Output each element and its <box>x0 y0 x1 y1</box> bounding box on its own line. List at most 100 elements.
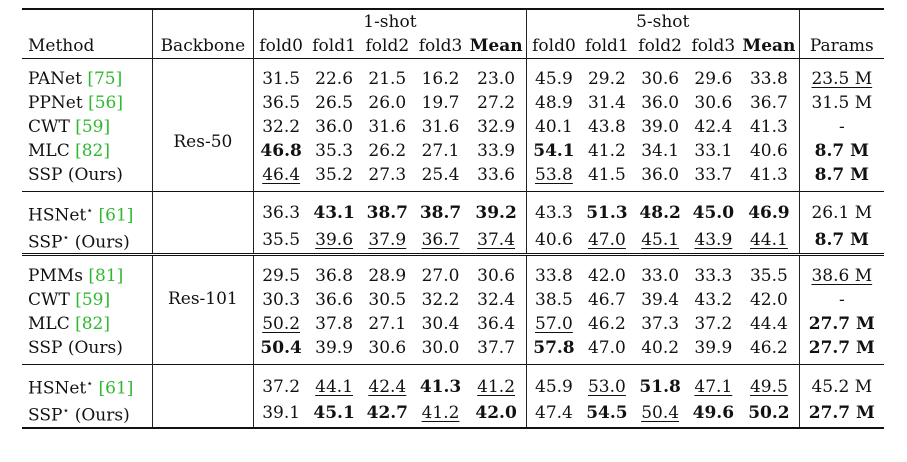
method-cell: HSNet⋆ [61] <box>22 190 153 227</box>
table-row: MLC [82] 50.2 37.8 27.1 30.4 36.4 57.0 46.2 37.3… <box>22 312 884 337</box>
five-shot-fold2-value: 30.6 <box>632 58 688 91</box>
header-five-shot-fold0: fold0 <box>525 34 582 59</box>
header-five-shot-fold2: fold2 <box>638 36 682 56</box>
method-cell: CWT [59] <box>22 115 152 139</box>
citation-link: [59] <box>75 117 111 137</box>
method-star: ⋆ <box>62 403 70 417</box>
one-shot-fold2-value: 26.0 <box>368 93 407 113</box>
five-shot-fold2-value: 39.0 <box>641 117 680 137</box>
five-shot-fold0-value: 38.5 <box>525 288 582 313</box>
one-shot-fold2-value: 31.6 <box>368 117 407 137</box>
five-shot-fold1-value: 51.3 <box>581 190 633 227</box>
one-shot-fold2-value: 28.9 <box>359 253 415 289</box>
five-shot-fold1-value: 47.0 <box>587 338 626 359</box>
one-shot-fold0-value: 32.2 <box>253 115 309 139</box>
five-shot-fold2-value: 50.4 <box>632 399 688 429</box>
five-shot-fold0-value: 45.9 <box>525 58 582 91</box>
one-shot-fold1-value: 22.6 <box>308 58 360 91</box>
five-shot-fold0-value: 48.9 <box>525 91 582 115</box>
five-shot-fold1-value: 54.5 <box>581 399 633 429</box>
five-shot-fold1-value: 41.2 <box>587 141 626 161</box>
one-shot-fold4-value: 33.9 <box>477 141 516 161</box>
five-shot-fold0-value: 43.3 <box>525 190 582 227</box>
one-shot-fold3-value: 41.2 <box>414 399 467 429</box>
method-cell: HSNet⋆ [61] <box>22 364 153 400</box>
five-shot-fold3-value: 43.9 <box>694 229 733 250</box>
params-value: - <box>798 288 884 313</box>
five-shot-fold0-value: 57.8 <box>525 336 582 365</box>
one-shot-fold2-value: 42.4 <box>359 364 415 400</box>
one-shot-fold0-value: 29.5 <box>253 253 309 289</box>
five-shot-fold4-value: 42.0 <box>749 290 788 311</box>
one-shot-fold2-value: 27.3 <box>368 165 407 185</box>
one-shot-fold3-value: 32.2 <box>421 290 460 311</box>
method-cell: PANet [75] <box>22 58 153 91</box>
one-shot-fold4-value: 32.4 <box>477 290 516 311</box>
table-row: HSNet⋆ [61] 37.2 44.1 42.4 41.3 41.2 45.9 53.0 5… <box>22 364 884 400</box>
five-shot-fold4-value: 46.9 <box>739 190 800 227</box>
one-shot-fold3-value: 31.6 <box>421 117 460 137</box>
citation-link: [61] <box>98 378 134 399</box>
method-name: HSNet <box>28 205 87 226</box>
table-row: CWT [59] 30.3 36.6 30.5 32.2 32.4 38.5 46.7 39.4… <box>22 288 884 313</box>
backbone-empty-cell <box>151 364 254 400</box>
five-shot-fold3-value: 33.1 <box>694 141 733 161</box>
one-shot-fold1-value: 36.8 <box>308 253 360 289</box>
table-row: PANet [75] Res-50 31.5 22.6 21.5 16.2 23.0 45.9… <box>22 58 884 192</box>
table-row: PPNet [56] 36.5 26.5 26.0 19.7 27.2 48.9 31.4 36… <box>22 91 884 115</box>
five-shot-fold1-value: 29.2 <box>581 58 633 91</box>
method-name: PPNet <box>28 93 89 113</box>
params-value: 23.5 M <box>798 58 884 91</box>
header-five-shot-fold3: fold3 <box>691 36 736 56</box>
five-shot-fold3-value: 33.7 <box>694 165 733 185</box>
method-name: SSP (Ours) <box>28 338 123 359</box>
header-one-shot-fold2: fold2 <box>365 36 410 56</box>
citation-link: [81] <box>88 266 124 287</box>
one-shot-fold1-value: 39.9 <box>315 338 354 359</box>
five-shot-fold4-value: 36.7 <box>749 93 788 113</box>
one-shot-fold1-value: 43.1 <box>308 190 360 227</box>
five-shot-fold1-value: 47.0 <box>587 229 626 250</box>
five-shot-fold2-value: 40.2 <box>641 338 680 359</box>
one-shot-fold3-value: 16.2 <box>414 58 467 91</box>
one-shot-fold3-value: 19.7 <box>421 93 460 113</box>
method-suffix: (Ours) <box>69 232 130 253</box>
header-one-shot-fold0: fold0 <box>253 34 309 59</box>
backbone-cell: Res-101 <box>151 253 254 365</box>
method-name: CWT <box>28 117 76 137</box>
five-shot-fold4-value: 46.2 <box>749 338 788 359</box>
one-shot-fold0-value: 36.5 <box>253 91 309 115</box>
one-shot-fold3-value: 30.0 <box>421 338 460 359</box>
method-name: SSP <box>28 405 63 426</box>
table-row: SSP (Ours) 50.4 39.9 30.6 30.0 37.7 57.8 47.0 40… <box>22 336 884 365</box>
one-shot-fold2-value: 26.2 <box>368 141 407 161</box>
backbone-empty-cell <box>151 399 254 429</box>
one-shot-fold0-value: 31.5 <box>253 58 309 91</box>
five-shot-fold3-value: 37.2 <box>694 314 733 335</box>
method-star: ⋆ <box>62 230 70 244</box>
five-shot-fold1-value: 46.2 <box>587 314 626 335</box>
method-suffix: (Ours) <box>69 405 130 426</box>
five-shot-fold3-value: 30.6 <box>694 93 733 113</box>
five-shot-fold3-value: 39.9 <box>694 338 733 359</box>
method-cell: SSP (Ours) <box>22 336 152 365</box>
one-shot-fold2-value: 38.7 <box>359 190 415 227</box>
five-shot-fold3-value: 47.1 <box>687 364 740 400</box>
method-cell: MLC [82] <box>22 312 152 336</box>
five-shot-fold4-value: 41.3 <box>749 165 788 185</box>
five-shot-fold0-value: 45.9 <box>525 364 582 400</box>
params-value: 31.5 M <box>798 91 884 115</box>
table-row: CWT [59] 32.2 36.0 31.6 31.6 32.9 40.1 43.8 39.0… <box>22 115 884 139</box>
one-shot-fold3-value: 30.4 <box>421 314 460 335</box>
five-shot-fold4-value: 33.8 <box>739 58 800 91</box>
one-shot-fold2-value: 30.5 <box>368 290 407 311</box>
header-five-shot-mean: Mean <box>742 36 796 56</box>
params-value: 27.7 M <box>798 336 884 365</box>
five-shot-fold1-value: 46.7 <box>587 290 626 311</box>
citation-link: [75] <box>87 69 123 89</box>
table-row: SSP (Ours) 46.4 35.2 27.3 25.4 33.6 53.8 41.5 36… <box>22 163 884 192</box>
header-method: Method <box>28 36 95 56</box>
five-shot-fold3-value: 42.4 <box>694 117 733 137</box>
one-shot-fold1-value: 37.8 <box>315 314 354 335</box>
method-name: SSP <box>28 232 63 253</box>
